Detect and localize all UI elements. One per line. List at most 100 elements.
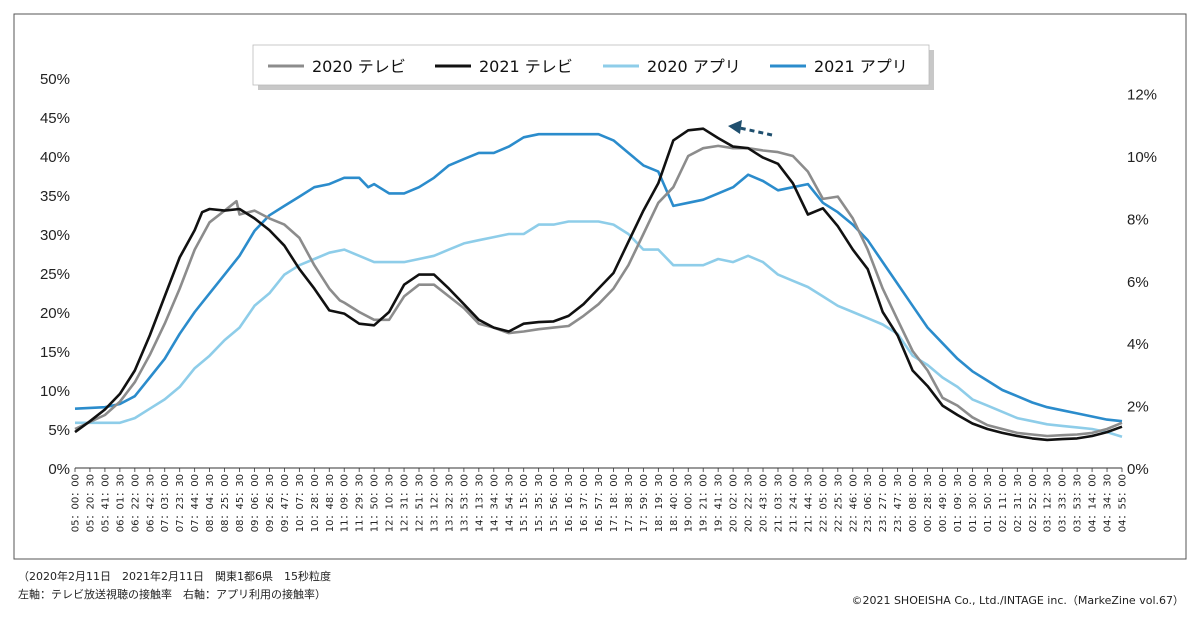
x-tick-label: 12：51：30 — [415, 474, 426, 532]
right-tick-label: 12% — [1127, 87, 1157, 104]
x-tick-label: 01：30：00 — [968, 474, 979, 532]
x-tick-label: 19：41：30 — [714, 474, 725, 532]
left-tick-label: 40% — [40, 149, 70, 166]
x-tick-label: 00：08：00 — [908, 474, 919, 532]
x-tick-label: 06：22：00 — [130, 474, 141, 532]
x-tick-label: 22：25：30 — [833, 474, 844, 532]
x-tick-label: 04：55：00 — [1118, 474, 1129, 532]
chart-frame — [13, 13, 1187, 560]
x-tick-label: 18：40：00 — [669, 474, 680, 532]
footnote-date: （2020年2月11日 2021年2月11日 関東1都6県 15秒粒度 — [18, 570, 331, 583]
x-tick-label: 14：54：30 — [504, 474, 515, 532]
x-tick-label: 02：11：00 — [998, 474, 1009, 532]
x-tick-label: 13：32：30 — [444, 474, 455, 532]
left-tick-label: 15% — [40, 344, 70, 361]
x-tick-label: 01：09：30 — [953, 474, 964, 532]
x-tick-label: 10：07：30 — [295, 474, 306, 532]
x-tick-label: 15：15：00 — [519, 474, 530, 532]
right-tick-label: 8% — [1127, 211, 1149, 228]
right-tick-label: 4% — [1127, 336, 1149, 353]
x-tick-label: 14：13：30 — [474, 474, 485, 532]
x-tick-label: 21：44：30 — [803, 474, 814, 532]
legend-label: 2020 テレビ — [312, 57, 406, 76]
x-tick-label: 13：53：00 — [459, 474, 470, 532]
x-tick-label: 09：26：30 — [265, 474, 276, 532]
right-tick-label: 0% — [1127, 461, 1149, 478]
axes-group: 0% 5% 10% 15% 20% 25% 30% 35% 40% 45% 50% 0% 2% 4% 6% 8… — [40, 71, 1157, 532]
x-tick-label: 11：50：00 — [370, 474, 381, 532]
x-tick-label: 05：20：30 — [85, 474, 96, 532]
x-tick-label: 08：04：30 — [205, 474, 216, 532]
x-tick-label: 17：38：30 — [624, 474, 635, 532]
right-tick-label: 10% — [1127, 149, 1157, 166]
left-tick-label: 10% — [40, 383, 70, 400]
right-tick-label: 6% — [1127, 274, 1149, 291]
x-tick-label: 08：45：30 — [235, 474, 246, 532]
x-tick-label: 22：05：00 — [818, 474, 829, 532]
x-tick-label: 07：44：00 — [190, 474, 201, 532]
x-tick-label: 07：23：30 — [175, 474, 186, 532]
x-tick-label: 04：14：00 — [1088, 474, 1099, 532]
x-tick-label: 09：47：00 — [280, 474, 291, 532]
series-line-2 — [75, 220, 1123, 439]
x-tick-label: 20：02：00 — [729, 474, 740, 532]
x-tick-label: 20：22：30 — [744, 474, 755, 532]
x-tick-label: 16：16：30 — [564, 474, 575, 532]
x-tick-label: 10：28：00 — [310, 474, 321, 532]
left-tick-label: 50% — [40, 71, 70, 88]
left-tick-label: 30% — [40, 227, 70, 244]
x-tick-label: 00：28：30 — [923, 474, 934, 532]
left-tick-label: 20% — [40, 305, 70, 322]
left-tick-label: 35% — [40, 188, 70, 205]
x-tick-label: 13：12：00 — [429, 474, 440, 532]
x-tick-label: 15：35：30 — [534, 474, 545, 532]
right-tick-label: 2% — [1127, 399, 1149, 416]
x-tick-label: 03：53：30 — [1073, 474, 1084, 532]
x-tick-label: 14：34：00 — [489, 474, 500, 532]
x-tick-label: 07：03：00 — [160, 474, 171, 532]
x-tick-label: 20：43：00 — [759, 474, 770, 532]
x-tick-label: 17：18：00 — [609, 474, 620, 532]
x-tick-label: 00：49：00 — [938, 474, 949, 532]
legend-label: 2021 アプリ — [814, 57, 908, 76]
x-tick-label: 04：34：30 — [1103, 474, 1114, 532]
series-lines — [74, 127, 1123, 442]
series-line-1 — [74, 127, 1123, 442]
x-tick-label: 05：41：00 — [100, 474, 111, 532]
legend: 2020 テレビ 2021 テレビ 2020 アプリ 2021 アプリ — [252, 44, 934, 90]
annotation-arrow — [728, 120, 773, 137]
x-tick-label: 10：48：30 — [325, 474, 336, 532]
x-tick-label: 06：01：30 — [115, 474, 126, 532]
x-tick-label: 23：06：30 — [863, 474, 874, 532]
x-tick-label: 18：19：30 — [654, 474, 665, 532]
x-tick-label: 16：37：00 — [579, 474, 590, 532]
arrow-head — [728, 120, 742, 134]
x-tick-label: 03：12：30 — [1043, 474, 1054, 532]
left-tick-label: 45% — [40, 110, 70, 127]
x-tick-label: 21：24：00 — [788, 474, 799, 532]
x-tick-label: 17：59：00 — [639, 474, 650, 532]
left-tick-label: 5% — [48, 422, 70, 439]
x-tick-label: 05：00：00 — [71, 474, 82, 532]
x-tick-label: 06：42：30 — [145, 474, 156, 532]
x-tick-label: 09：06：00 — [250, 474, 261, 532]
x-tick-label: 22：46：00 — [848, 474, 859, 532]
x-tick-label: 23：47：30 — [893, 474, 904, 532]
series-line-0 — [74, 144, 1123, 438]
footnote-axes: 左軸：テレビ放送視聴の接触率 右軸：アプリ利用の接触率） — [18, 588, 326, 601]
x-tick-label: 19：00：30 — [684, 474, 695, 532]
x-tick-label: 08：25：00 — [220, 474, 231, 532]
legend-label: 2021 テレビ — [479, 57, 573, 76]
x-tick-label: 11：09：00 — [340, 474, 351, 532]
x-tick-label: 12：31：00 — [400, 474, 411, 532]
series-line-3 — [74, 132, 1123, 423]
x-tick-label: 19：21：00 — [699, 474, 710, 532]
x-tick-label: 11：29：30 — [355, 474, 366, 532]
x-tick-label: 02：52：00 — [1028, 474, 1039, 532]
copyright-text: ©2021 SHOEISHA Co., Ltd./INTAGE inc.（Mar… — [851, 594, 1184, 607]
x-tick-label: 16：57：30 — [594, 474, 605, 532]
x-tick-label: 12：10：30 — [385, 474, 396, 532]
x-tick-label: 02：31：30 — [1013, 474, 1024, 532]
arrow-shaft — [739, 126, 773, 137]
x-tick-label: 21：03：30 — [773, 474, 784, 532]
